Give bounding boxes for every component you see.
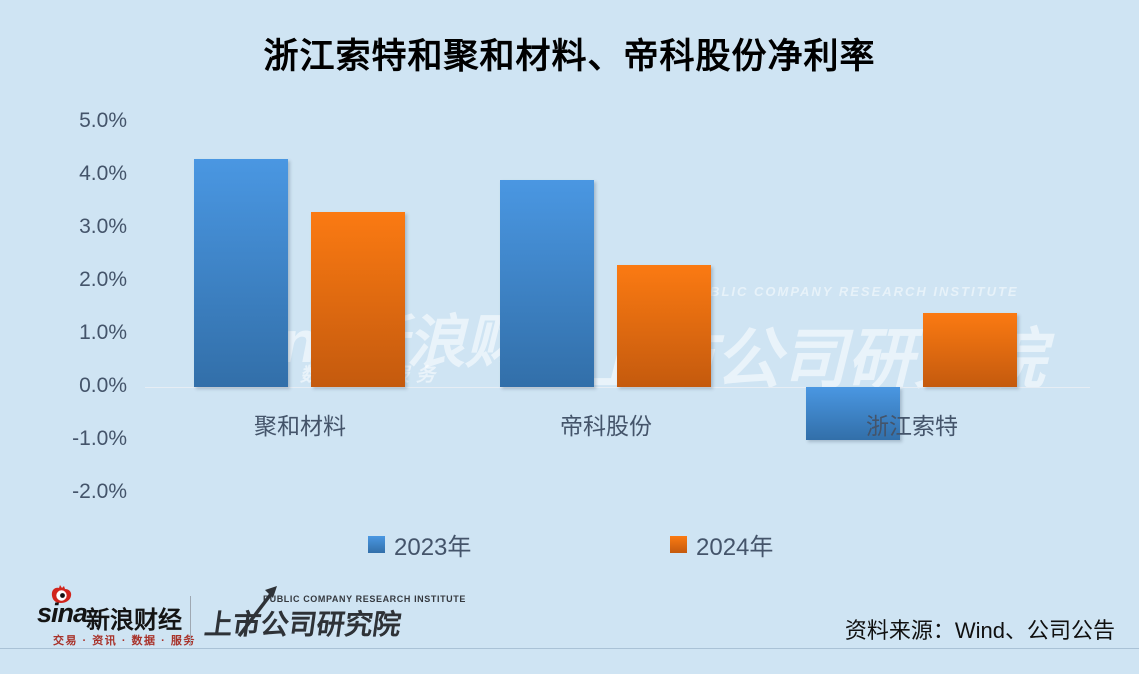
footer-hairline: [0, 648, 1139, 649]
sina-brand-text: 新浪财经: [86, 607, 182, 634]
legend-swatch-2023-icon: [368, 536, 385, 553]
legend-label-2023: 2023年: [394, 534, 472, 561]
category-label-3: 浙江索特: [866, 414, 958, 439]
category-label-2: 帝科股份: [560, 414, 652, 439]
y-axis-tick-label: 0.0%: [79, 374, 127, 397]
y-axis-tick-label: -1.0%: [72, 427, 127, 450]
chart-title: 浙江索特和聚和材料、帝科股份净利率: [263, 37, 876, 76]
y-axis-tick-label: -2.0%: [72, 480, 127, 503]
footer-divider: [190, 596, 191, 645]
category-label-1: 聚和材料: [254, 414, 346, 439]
y-axis-tick-label: 4.0%: [79, 162, 127, 185]
y-axis-tick-label: 3.0%: [79, 215, 127, 238]
bar-series1-group3: [806, 387, 900, 440]
y-axis-tick-label: 2.0%: [79, 268, 127, 291]
bar-series1-group2: [500, 180, 594, 387]
bar-series2-group2: [617, 265, 711, 387]
data-source-note: 资料来源：Wind、公司公告: [844, 618, 1115, 643]
legend-label-2024: 2024年: [696, 534, 774, 561]
bar-series2-group1: [311, 212, 405, 387]
x-axis-zero-line: [145, 387, 1090, 388]
y-axis-tick-label: 1.0%: [79, 321, 127, 344]
legend-item-2024: 2024年: [670, 527, 773, 562]
institute-arrow-icon: [237, 586, 277, 638]
sina-eye-icon: [51, 585, 72, 603]
y-axis-tick-label: 5.0%: [79, 109, 127, 132]
bar-series1-group1: [194, 159, 288, 387]
research-institute-logo: PUBLIC COMPANY RESEARCH INSTITUTE 上市公司研究…: [203, 586, 466, 648]
watermark-institute-small: PUBLIC COMPANY RESEARCH INSTITUTE: [688, 284, 1019, 299]
institute-english-text: PUBLIC COMPANY RESEARCH INSTITUTE: [263, 594, 466, 604]
legend-item-2023: 2023年: [368, 527, 471, 562]
legend-swatch-2024-icon: [670, 536, 687, 553]
bar-series2-group3: [923, 312, 1017, 387]
sina-finance-logo: sina 新浪财经 交易 · 资讯 · 数据 · 服务: [37, 585, 194, 647]
sina-tagline-text: 交易 · 资讯 · 数据 · 服务: [53, 635, 196, 647]
sina-wordmark: sina: [37, 598, 88, 628]
